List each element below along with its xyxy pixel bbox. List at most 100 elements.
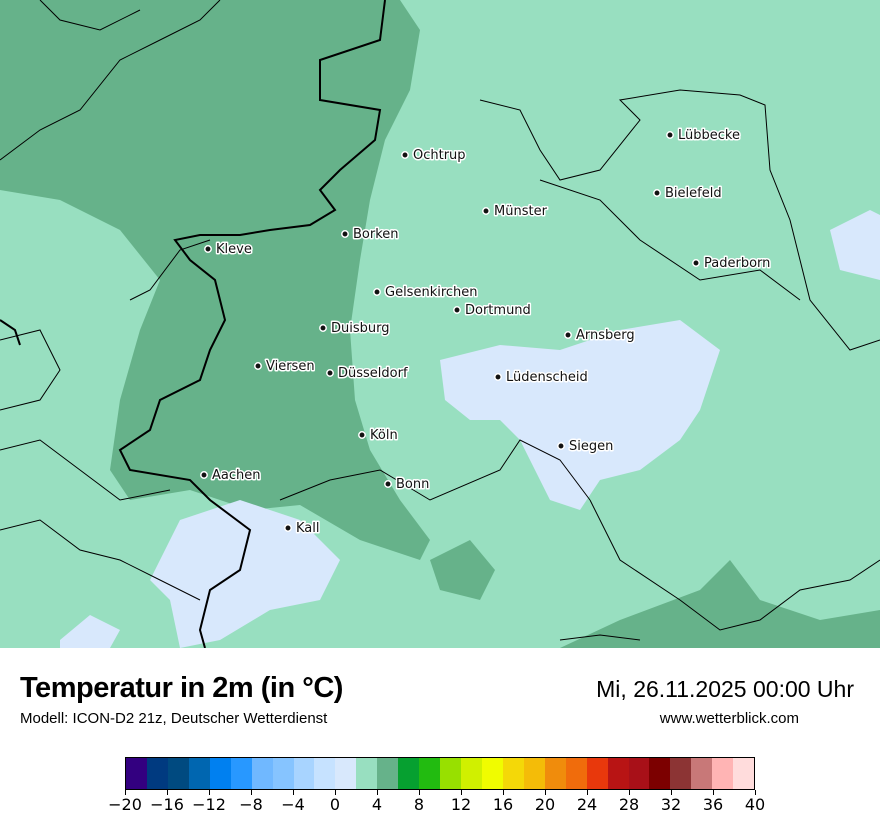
colorbar-swatch xyxy=(209,758,231,789)
colorbar-swatch xyxy=(188,758,210,789)
colorbar-swatch xyxy=(733,758,755,789)
city-dot xyxy=(358,431,366,439)
colorbar-tick-label: 4 xyxy=(371,795,383,814)
colorbar-swatch xyxy=(126,758,147,789)
colorbar-tick xyxy=(376,790,378,795)
colorbar-swatch xyxy=(230,758,252,789)
city-dot xyxy=(557,442,565,450)
colorbar-swatch xyxy=(712,758,734,789)
forecast-datetime: Mi, 26.11.2025 00:00 Uhr xyxy=(596,676,854,702)
city-marker: Köln xyxy=(358,427,399,445)
city-dot xyxy=(326,369,334,377)
city-dot xyxy=(564,331,572,339)
city-dot xyxy=(653,189,661,197)
colorbar-tick-label: 12 xyxy=(450,795,472,814)
city-marker: Kall xyxy=(284,520,321,538)
colorbar-tick-label: 16 xyxy=(492,795,514,814)
colorbar-swatch xyxy=(565,758,587,789)
city-label: Lübbecke xyxy=(678,128,740,143)
colorbar-swatch xyxy=(251,758,273,789)
city-label: Duisburg xyxy=(331,321,390,336)
colorbar-tick-label: 0 xyxy=(329,795,341,814)
city-label: Aachen xyxy=(212,468,260,483)
colorbar-swatch xyxy=(440,758,461,789)
colorbar-tick-label: −8 xyxy=(239,795,263,814)
colorbar-tick xyxy=(292,790,294,795)
city-dot xyxy=(482,207,490,215)
city-label: Bielefeld xyxy=(665,186,722,201)
city-label: Siegen xyxy=(569,439,613,454)
colorbar-tick xyxy=(502,790,504,795)
city-dot xyxy=(373,288,381,296)
colorbar-swatch xyxy=(607,758,629,789)
city-marker: Gelsenkirchen xyxy=(373,284,479,302)
colorbar-tick xyxy=(124,790,126,795)
colorbar-tick-label: 8 xyxy=(413,795,425,814)
city-label: Paderborn xyxy=(704,256,770,271)
model-source: Modell: ICON-D2 21z, Deutscher Wetterdie… xyxy=(20,710,328,727)
city-label: Viersen xyxy=(266,359,315,374)
colorbar-tick xyxy=(544,790,546,795)
colorbar-tick-label: 32 xyxy=(660,795,682,814)
colorbar-tick-label: −4 xyxy=(281,795,305,814)
city-dot xyxy=(401,151,409,159)
city-label: Gelsenkirchen xyxy=(385,285,478,300)
colorbar-tick xyxy=(754,790,756,795)
city-marker: Bielefeld xyxy=(653,185,723,203)
colorbar-swatch xyxy=(628,758,650,789)
city-label: Düsseldorf xyxy=(338,366,408,381)
city-marker: Siegen xyxy=(557,438,615,456)
warmer-region-southeast xyxy=(560,560,880,648)
city-dot xyxy=(453,306,461,314)
city-label: Dortmund xyxy=(465,303,531,318)
colorbar-swatch xyxy=(314,758,336,789)
city-marker: Lübbecke xyxy=(666,127,741,145)
colorbar-tick xyxy=(250,790,252,795)
city-label: Kleve xyxy=(216,242,252,257)
city-dot xyxy=(284,524,292,532)
colorbar-tick xyxy=(460,790,462,795)
city-label: Borken xyxy=(353,227,399,242)
city-marker: Bonn xyxy=(384,476,431,494)
colorbar-tick-label: −12 xyxy=(192,795,226,814)
city-marker: Duisburg xyxy=(319,320,391,338)
colorbar-tick-label: 24 xyxy=(576,795,598,814)
colorbar-swatch xyxy=(419,758,441,789)
city-markers: Ochtrup Lübbecke Bielefeld Münster Borken Kle… xyxy=(200,127,772,538)
colorbar-swatch xyxy=(377,758,399,789)
colorbar-swatch xyxy=(146,758,168,789)
colorbar-tick xyxy=(712,790,714,795)
colorbar-tick-label: 20 xyxy=(534,795,556,814)
colorbar-tick-label: 36 xyxy=(702,795,724,814)
city-marker: Kleve xyxy=(204,241,253,259)
colorbar-tick xyxy=(586,790,588,795)
city-dot xyxy=(200,471,208,479)
colorbar-swatch xyxy=(461,758,482,789)
colorbar-tick xyxy=(418,790,420,795)
city-marker: Aachen xyxy=(200,467,262,485)
city-dot xyxy=(494,373,502,381)
colorbar-swatch xyxy=(544,758,566,789)
city-marker: Lüdenscheid xyxy=(494,369,589,387)
borders xyxy=(0,0,880,641)
temperature-map: Ochtrup Lübbecke Bielefeld Münster Borken Kle… xyxy=(0,0,880,648)
colorbar-tick xyxy=(628,790,630,795)
colorbar-tick xyxy=(208,790,210,795)
colorbar-swatch xyxy=(649,758,671,789)
colorbar-tick xyxy=(670,790,672,795)
city-label: Lüdenscheid xyxy=(506,370,588,385)
website-credit: www.wetterblick.com xyxy=(659,710,799,727)
colorbar-swatch xyxy=(272,758,294,789)
city-marker: Borken xyxy=(341,226,400,244)
colorbar-tick-label: 28 xyxy=(618,795,640,814)
city-dot xyxy=(254,362,262,370)
colorbar-swatch xyxy=(167,758,189,789)
colder-region-eifel xyxy=(150,500,340,648)
colorbar-tick xyxy=(334,790,336,795)
temperature-colorbar xyxy=(125,757,755,790)
colorbar-swatch xyxy=(670,758,692,789)
colder-region-sauerland xyxy=(440,320,720,510)
colorbar-swatch xyxy=(398,758,420,789)
city-dot xyxy=(666,131,674,139)
